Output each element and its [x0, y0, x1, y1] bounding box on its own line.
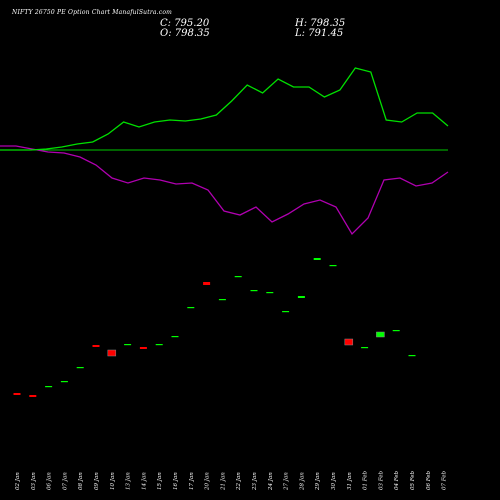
x-tick-label: 29 Jan — [315, 472, 321, 491]
candle — [187, 307, 195, 309]
candle — [329, 265, 337, 267]
x-tick-label: 23 Jan — [252, 472, 258, 491]
candle — [92, 345, 100, 347]
lower-line — [0, 145, 449, 236]
candle — [76, 367, 84, 369]
candle — [266, 292, 274, 294]
x-tick-label: 04 Feb — [394, 470, 400, 490]
candle — [155, 344, 163, 346]
candle — [408, 355, 416, 357]
upper-line — [0, 67, 449, 151]
x-tick-label: 06 Jan — [47, 472, 53, 490]
x-tick-label: 21 Jan — [220, 472, 226, 491]
x-tick-label: 08 Jan — [78, 472, 84, 490]
x-tick-label: 16 Jan — [173, 472, 179, 490]
high-value: H: 798.35 — [295, 18, 346, 29]
candle — [203, 282, 211, 285]
x-tick-label: 22 Jan — [236, 472, 242, 491]
candle — [344, 338, 354, 346]
candle — [45, 386, 53, 388]
candle-layer — [13, 258, 416, 397]
x-tick-label: 30 Jan — [331, 472, 337, 490]
candle — [313, 258, 321, 260]
candle — [361, 347, 369, 349]
candle — [282, 311, 290, 313]
x-tick-label: 07 Feb — [442, 470, 448, 490]
candle — [218, 299, 226, 301]
candle — [13, 393, 21, 395]
candle — [107, 349, 117, 357]
x-tick-label: 05 Feb — [410, 470, 416, 490]
x-tick-label: 07 Jan — [62, 472, 68, 490]
line-layer — [0, 67, 449, 236]
x-tick-label: 01 Feb — [363, 470, 369, 490]
low-value: L: 791.45 — [295, 28, 344, 39]
candle — [392, 330, 400, 332]
x-tick-label: 09 Jan — [94, 472, 100, 490]
candle — [124, 344, 132, 346]
x-tick-label: 17 Jan — [189, 472, 195, 490]
x-axis: 02 Jan 03 Jan 06 Jan 07 Jan 08 Jan 09 Jan 10 J… — [15, 470, 448, 491]
x-tick-label: 31 Jan — [347, 472, 353, 490]
x-tick-label: 27 Jan — [284, 472, 290, 491]
x-tick-label: 03 Feb — [378, 470, 384, 490]
x-tick-label: 28 Jan — [299, 472, 305, 491]
candle — [234, 276, 242, 278]
x-tick-label: 20 Jan — [205, 472, 211, 491]
x-tick-label: 06 Feb — [426, 470, 432, 490]
candle — [297, 296, 305, 298]
candle — [29, 395, 37, 397]
chart-title: NIFTY 26750 PE Option Chart ManafulSutra… — [12, 9, 173, 16]
candle — [250, 290, 258, 292]
x-tick-label: 10 Jan — [110, 472, 116, 490]
x-tick-label: 03 Jan — [31, 472, 37, 490]
candle — [60, 381, 68, 383]
candle — [171, 336, 179, 338]
open-value: O: 798.35 — [160, 28, 210, 39]
candle — [376, 331, 385, 338]
close-value: C: 795.20 — [160, 18, 210, 29]
candle — [139, 347, 147, 349]
x-tick-label: 13 Jan — [126, 472, 132, 490]
x-tick-label: 14 Jan — [141, 472, 147, 490]
x-tick-label: 15 Jan — [157, 472, 163, 490]
x-tick-label: 24 Jan — [268, 472, 274, 491]
x-tick-label: 02 Jan — [15, 472, 21, 490]
